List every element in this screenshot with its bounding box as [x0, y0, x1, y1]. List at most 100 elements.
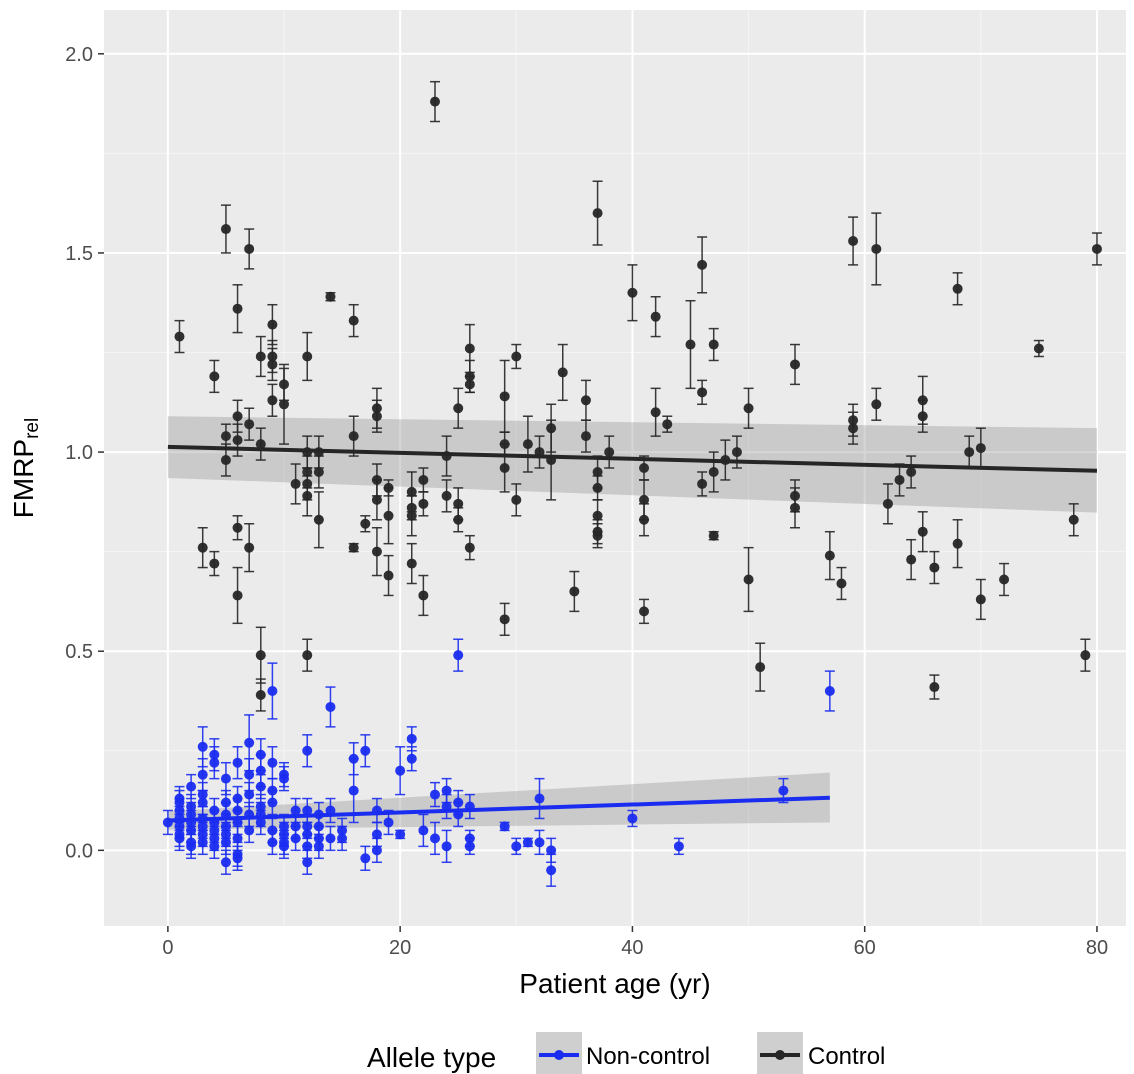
- x-tick-label: 60: [854, 937, 876, 959]
- x-tick-label: 40: [621, 937, 643, 959]
- y-axis-title: FMRPrel: [8, 418, 43, 518]
- data-point-control: [406, 486, 417, 497]
- data-point-non-control: [778, 785, 789, 796]
- legend-key-point: [554, 1050, 564, 1060]
- data-point-non-control: [453, 650, 464, 661]
- data-point-non-control: [209, 749, 220, 760]
- data-point-control: [220, 431, 231, 442]
- data-point-non-control: [302, 841, 313, 852]
- data-point-non-control: [220, 857, 231, 868]
- data-point-non-control: [186, 801, 197, 812]
- data-point-non-control: [197, 829, 208, 840]
- data-point-control: [790, 502, 801, 513]
- data-point-control: [302, 650, 313, 661]
- data-point-non-control: [337, 825, 348, 836]
- data-point-non-control: [302, 821, 313, 832]
- data-point-non-control: [290, 821, 301, 832]
- data-point-control: [906, 466, 917, 477]
- data-point-non-control: [232, 805, 243, 816]
- data-point-control: [418, 590, 429, 601]
- data-point-non-control: [406, 753, 417, 764]
- data-point-control: [255, 439, 266, 450]
- data-point-control: [522, 439, 533, 450]
- data-point-control: [197, 542, 208, 553]
- data-point-non-control: [348, 785, 359, 796]
- data-point-control: [371, 546, 382, 557]
- data-point-control: [708, 339, 719, 350]
- data-point-non-control: [395, 829, 406, 840]
- data-point-non-control: [197, 741, 208, 752]
- data-point-control: [441, 490, 452, 501]
- data-point-control: [871, 243, 882, 254]
- data-point-non-control: [453, 797, 464, 808]
- data-point-control: [453, 514, 464, 525]
- data-point-control: [418, 474, 429, 485]
- data-point-non-control: [267, 686, 278, 697]
- data-point-non-control: [534, 793, 545, 804]
- data-point-control: [639, 606, 650, 617]
- data-point-control: [232, 435, 243, 446]
- data-point-control: [639, 463, 650, 473]
- data-point-control: [848, 415, 859, 426]
- legend: Allele type Non-control Control: [367, 1032, 885, 1074]
- data-point-non-control: [220, 821, 231, 832]
- data-point-non-control: [267, 797, 278, 808]
- data-point-control: [267, 319, 278, 330]
- data-point-control: [685, 339, 696, 350]
- data-point-control: [302, 466, 313, 477]
- data-point-control: [406, 502, 417, 513]
- legend-key-non-control: [536, 1032, 582, 1074]
- data-point-non-control: [429, 789, 440, 800]
- data-point-control: [708, 466, 719, 477]
- data-point-non-control: [197, 821, 208, 832]
- data-point-non-control: [197, 789, 208, 800]
- data-point-control: [917, 411, 928, 422]
- data-point-control: [708, 530, 719, 541]
- trend-line-non-control: [167, 795, 830, 823]
- data-point-non-control: [255, 781, 266, 792]
- data-point-non-control: [267, 837, 278, 848]
- data-point-control: [929, 562, 940, 573]
- data-point-control: [499, 463, 510, 473]
- data-point-control: [592, 482, 603, 493]
- data-point-non-control: [244, 789, 255, 800]
- data-point-non-control: [186, 781, 197, 792]
- data-point-control: [697, 387, 708, 398]
- legend-key-control: [757, 1032, 803, 1074]
- data-point-control: [964, 447, 975, 458]
- legend-label-non-control: Non-control: [586, 1043, 710, 1070]
- y-axis-title-subscript: rel: [22, 418, 43, 439]
- data-point-non-control: [209, 825, 220, 836]
- data-point-non-control: [302, 829, 313, 840]
- data-point-non-control: [174, 833, 185, 844]
- data-point-control: [790, 359, 801, 370]
- data-point-control: [639, 514, 650, 525]
- data-point-control: [244, 419, 255, 430]
- minor-gridlines: [104, 10, 1126, 926]
- data-point-control: [580, 431, 591, 442]
- data-point-non-control: [313, 841, 324, 852]
- data-point-control: [209, 371, 220, 382]
- data-point-non-control: [197, 837, 208, 848]
- data-point-non-control: [348, 753, 359, 764]
- data-point-control: [952, 283, 963, 294]
- data-point-control: [604, 447, 615, 458]
- data-point-non-control: [232, 757, 243, 768]
- data-point-control: [244, 243, 255, 254]
- data-point-control: [731, 447, 742, 458]
- data-point-non-control: [244, 737, 255, 748]
- data-point-non-control: [255, 817, 266, 828]
- data-point-control: [348, 542, 359, 553]
- data-point-control: [464, 371, 475, 382]
- y-tick-label: 1.0: [65, 442, 93, 464]
- data-point-non-control: [441, 785, 452, 796]
- data-point-non-control: [360, 853, 371, 864]
- data-point-control: [232, 303, 243, 314]
- data-point-non-control: [546, 865, 557, 876]
- data-point-control: [790, 490, 801, 501]
- data-point-non-control: [824, 686, 835, 697]
- data-point-non-control: [511, 841, 522, 852]
- data-point-control: [255, 650, 266, 661]
- data-point-non-control: [302, 745, 313, 756]
- data-point-control: [267, 351, 278, 362]
